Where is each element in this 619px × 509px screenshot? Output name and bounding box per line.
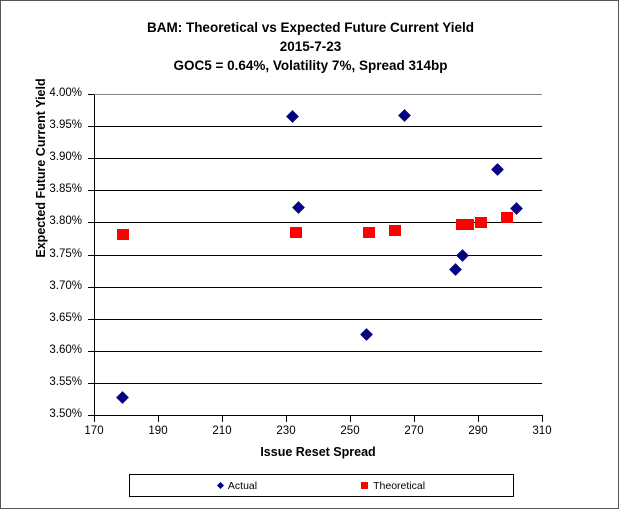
y-axis-tick-label: 3.50% [49,408,82,420]
gridline [94,190,542,191]
diamond-marker-icon [216,481,224,490]
x-axis-tick-label: 310 [532,425,552,437]
data-point-actual [449,263,462,277]
x-axis-tick [350,416,351,422]
gridline [94,255,542,256]
y-axis-tick [88,287,94,288]
data-point-actual [398,109,411,123]
chart-legend: Actual Theoretical [129,474,514,497]
data-point-actual [359,328,373,342]
gridline [94,319,542,320]
x-axis-tick [94,416,95,422]
legend-entry-actual: Actual [216,479,258,492]
x-axis-title: Issue Reset Spread [260,445,376,459]
data-point-actual [116,390,130,404]
data-point-theoretical [116,229,129,241]
gridline [94,287,542,288]
data-point-theoretical [289,227,302,239]
legend-label-actual: Actual [227,479,258,492]
gridline [94,94,542,95]
chart-title-line3: GOC5 = 0.64%, Volatility 7%, Spread 314b… [173,58,448,73]
x-axis-tick-label: 230 [276,425,296,437]
chart-title-line2: 2015-7-23 [279,39,342,54]
data-point-actual [292,201,306,214]
x-axis-tick [158,416,159,422]
y-axis-tick [88,94,94,95]
y-axis-tick-label: 3.60% [49,344,82,356]
data-point-theoretical [500,211,513,223]
x-axis-tick [286,416,287,422]
y-axis-tick-label: 3.65% [49,312,82,324]
y-axis-tick [88,383,94,384]
y-axis-tick [88,126,94,127]
y-axis-tick [88,190,94,191]
y-axis-tick-label: 4.00% [49,87,82,99]
x-axis-tick [414,416,415,422]
y-axis-tick-label: 3.75% [49,248,82,260]
legend-label-theoretical: Theoretical [373,479,426,492]
y-axis-tick-label: 3.90% [49,151,82,163]
gridline [94,351,542,352]
data-point-theoretical [456,218,468,230]
data-point-actual [490,163,504,177]
data-point-actual [286,110,299,123]
gridline [94,415,542,416]
chart-title: BAM: Theoretical vs Expected Future Curr… [1,18,618,75]
x-axis-tick-label: 250 [340,425,360,437]
data-point-theoretical [363,226,376,238]
square-marker-icon [361,482,369,489]
x-axis-tick-label: 210 [212,425,232,437]
data-point-theoretical [462,218,475,230]
y-axis-tick-label: 3.85% [49,183,82,195]
x-axis-tick-label: 290 [468,425,488,437]
y-axis-tick-label: 3.80% [49,215,82,227]
gridline [94,158,542,159]
x-axis-tick-label: 190 [148,425,168,437]
gridline [94,383,542,384]
y-axis-tick-label: 3.95% [49,119,82,131]
gridline [94,222,542,223]
legend-entry-theoretical: Theoretical [361,480,425,492]
y-axis-tick [88,415,94,416]
y-axis-tick [88,255,94,256]
y-axis-tick [88,351,94,352]
y-axis-tick-label: 3.55% [49,376,82,388]
data-point-actual [455,249,469,263]
y-axis-tick [88,222,94,223]
plot-area [94,94,542,416]
y-axis-tick [88,319,94,320]
gridline [94,126,542,127]
data-point-theoretical [475,216,488,228]
x-axis-tick-label: 270 [404,425,424,437]
x-axis-tick [222,416,223,422]
chart-title-line1: BAM: Theoretical vs Expected Future Curr… [146,20,475,35]
x-axis-tick [478,416,479,422]
data-point-theoretical [388,225,401,237]
y-axis-tick [88,158,94,159]
x-axis-tick [542,416,543,422]
x-axis-tick-label: 170 [84,425,104,437]
y-axis-tick-label: 3.70% [49,280,82,292]
